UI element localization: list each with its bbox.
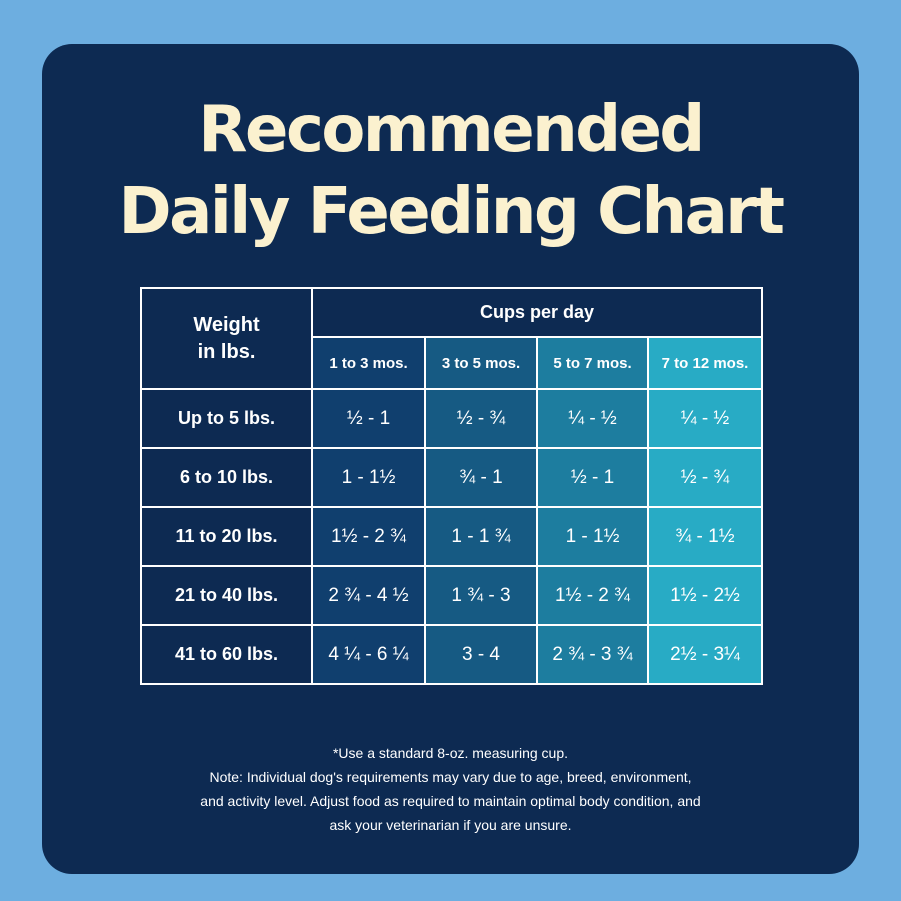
title-line-2: Daily Feeding Chart: [118, 175, 785, 249]
weight-label: 21 to 40 lbs.: [140, 565, 313, 626]
cups-cell: ¼ - ½: [536, 388, 649, 449]
footnote-line: ask your veterinarian if you are unsure.: [329, 817, 572, 833]
cups-cell: 1½ - 2½: [647, 565, 763, 626]
cups-cell: 2 ¾ - 4 ½: [311, 565, 426, 626]
cups-cell: ¾ - 1: [424, 447, 538, 508]
table-row: 41 to 60 lbs. 4 ¼ - 6 ¼ 3 - 4 2 ¾ - 3 ¾ …: [140, 624, 763, 685]
cups-per-day-header: Cups per day: [311, 287, 763, 338]
cups-cell: 4 ¼ - 6 ¼: [311, 624, 426, 685]
cups-cell: 1 - 1½: [311, 447, 426, 508]
cups-cell: ½ - 1: [311, 388, 426, 449]
cups-cell: 3 - 4: [424, 624, 538, 685]
cups-cell: ¼ - ½: [647, 388, 763, 449]
footnotes: *Use a standard 8-oz. measuring cup. Not…: [42, 741, 859, 837]
weight-label: Up to 5 lbs.: [140, 388, 313, 449]
cups-cell: ½ - ¾: [647, 447, 763, 508]
age-column-header: 5 to 7 mos.: [536, 336, 649, 390]
table-row: 6 to 10 lbs. 1 - 1½ ¾ - 1 ½ - 1 ½ - ¾: [140, 447, 763, 508]
footnote-line: Note: Individual dog's requirements may …: [209, 769, 692, 785]
footnote-line: and activity level. Adjust food as requi…: [200, 793, 701, 809]
cups-cell: 2½ - 3¼: [647, 624, 763, 685]
weight-label: 6 to 10 lbs.: [140, 447, 313, 508]
feeding-table: Weight in lbs. Cups per day 1 to 3 mos. …: [140, 287, 763, 685]
feeding-chart-card: Recommended Daily Feeding Chart Weight i…: [42, 44, 859, 874]
cups-cell: 1 ¾ - 3: [424, 565, 538, 626]
cups-cell: 1 - 1 ¾: [424, 506, 538, 567]
table-row: 21 to 40 lbs. 2 ¾ - 4 ½ 1 ¾ - 3 1½ - 2 ¾…: [140, 565, 763, 626]
footnote-measuring-cup: *Use a standard 8-oz. measuring cup.: [332, 745, 568, 761]
cups-cell: 1½ - 2 ¾: [311, 506, 426, 567]
weight-header: Weight in lbs.: [140, 287, 313, 390]
cups-cell: 1 - 1½: [536, 506, 649, 567]
age-column-header: 1 to 3 mos.: [311, 336, 426, 390]
cups-cell: 2 ¾ - 3 ¾: [536, 624, 649, 685]
table-row: 11 to 20 lbs. 1½ - 2 ¾ 1 - 1 ¾ 1 - 1½ ¾ …: [140, 506, 763, 567]
cups-cell: 1½ - 2 ¾: [536, 565, 649, 626]
weight-label: 11 to 20 lbs.: [140, 506, 313, 567]
cups-cell: ½ - 1: [536, 447, 649, 508]
age-column-header: 3 to 5 mos.: [424, 336, 538, 390]
age-column-header: 7 to 12 mos.: [647, 336, 763, 390]
cups-cell: ¾ - 1½: [647, 506, 763, 567]
cups-cell: ½ - ¾: [424, 388, 538, 449]
weight-header-line-1: Weight: [193, 313, 260, 336]
table-row: Up to 5 lbs. ½ - 1 ½ - ¾ ¼ - ½ ¼ - ½: [140, 388, 763, 449]
title-line-1: Recommended: [198, 93, 705, 167]
weight-header-line-2: in lbs.: [197, 340, 256, 363]
weight-label: 41 to 60 lbs.: [140, 624, 313, 685]
